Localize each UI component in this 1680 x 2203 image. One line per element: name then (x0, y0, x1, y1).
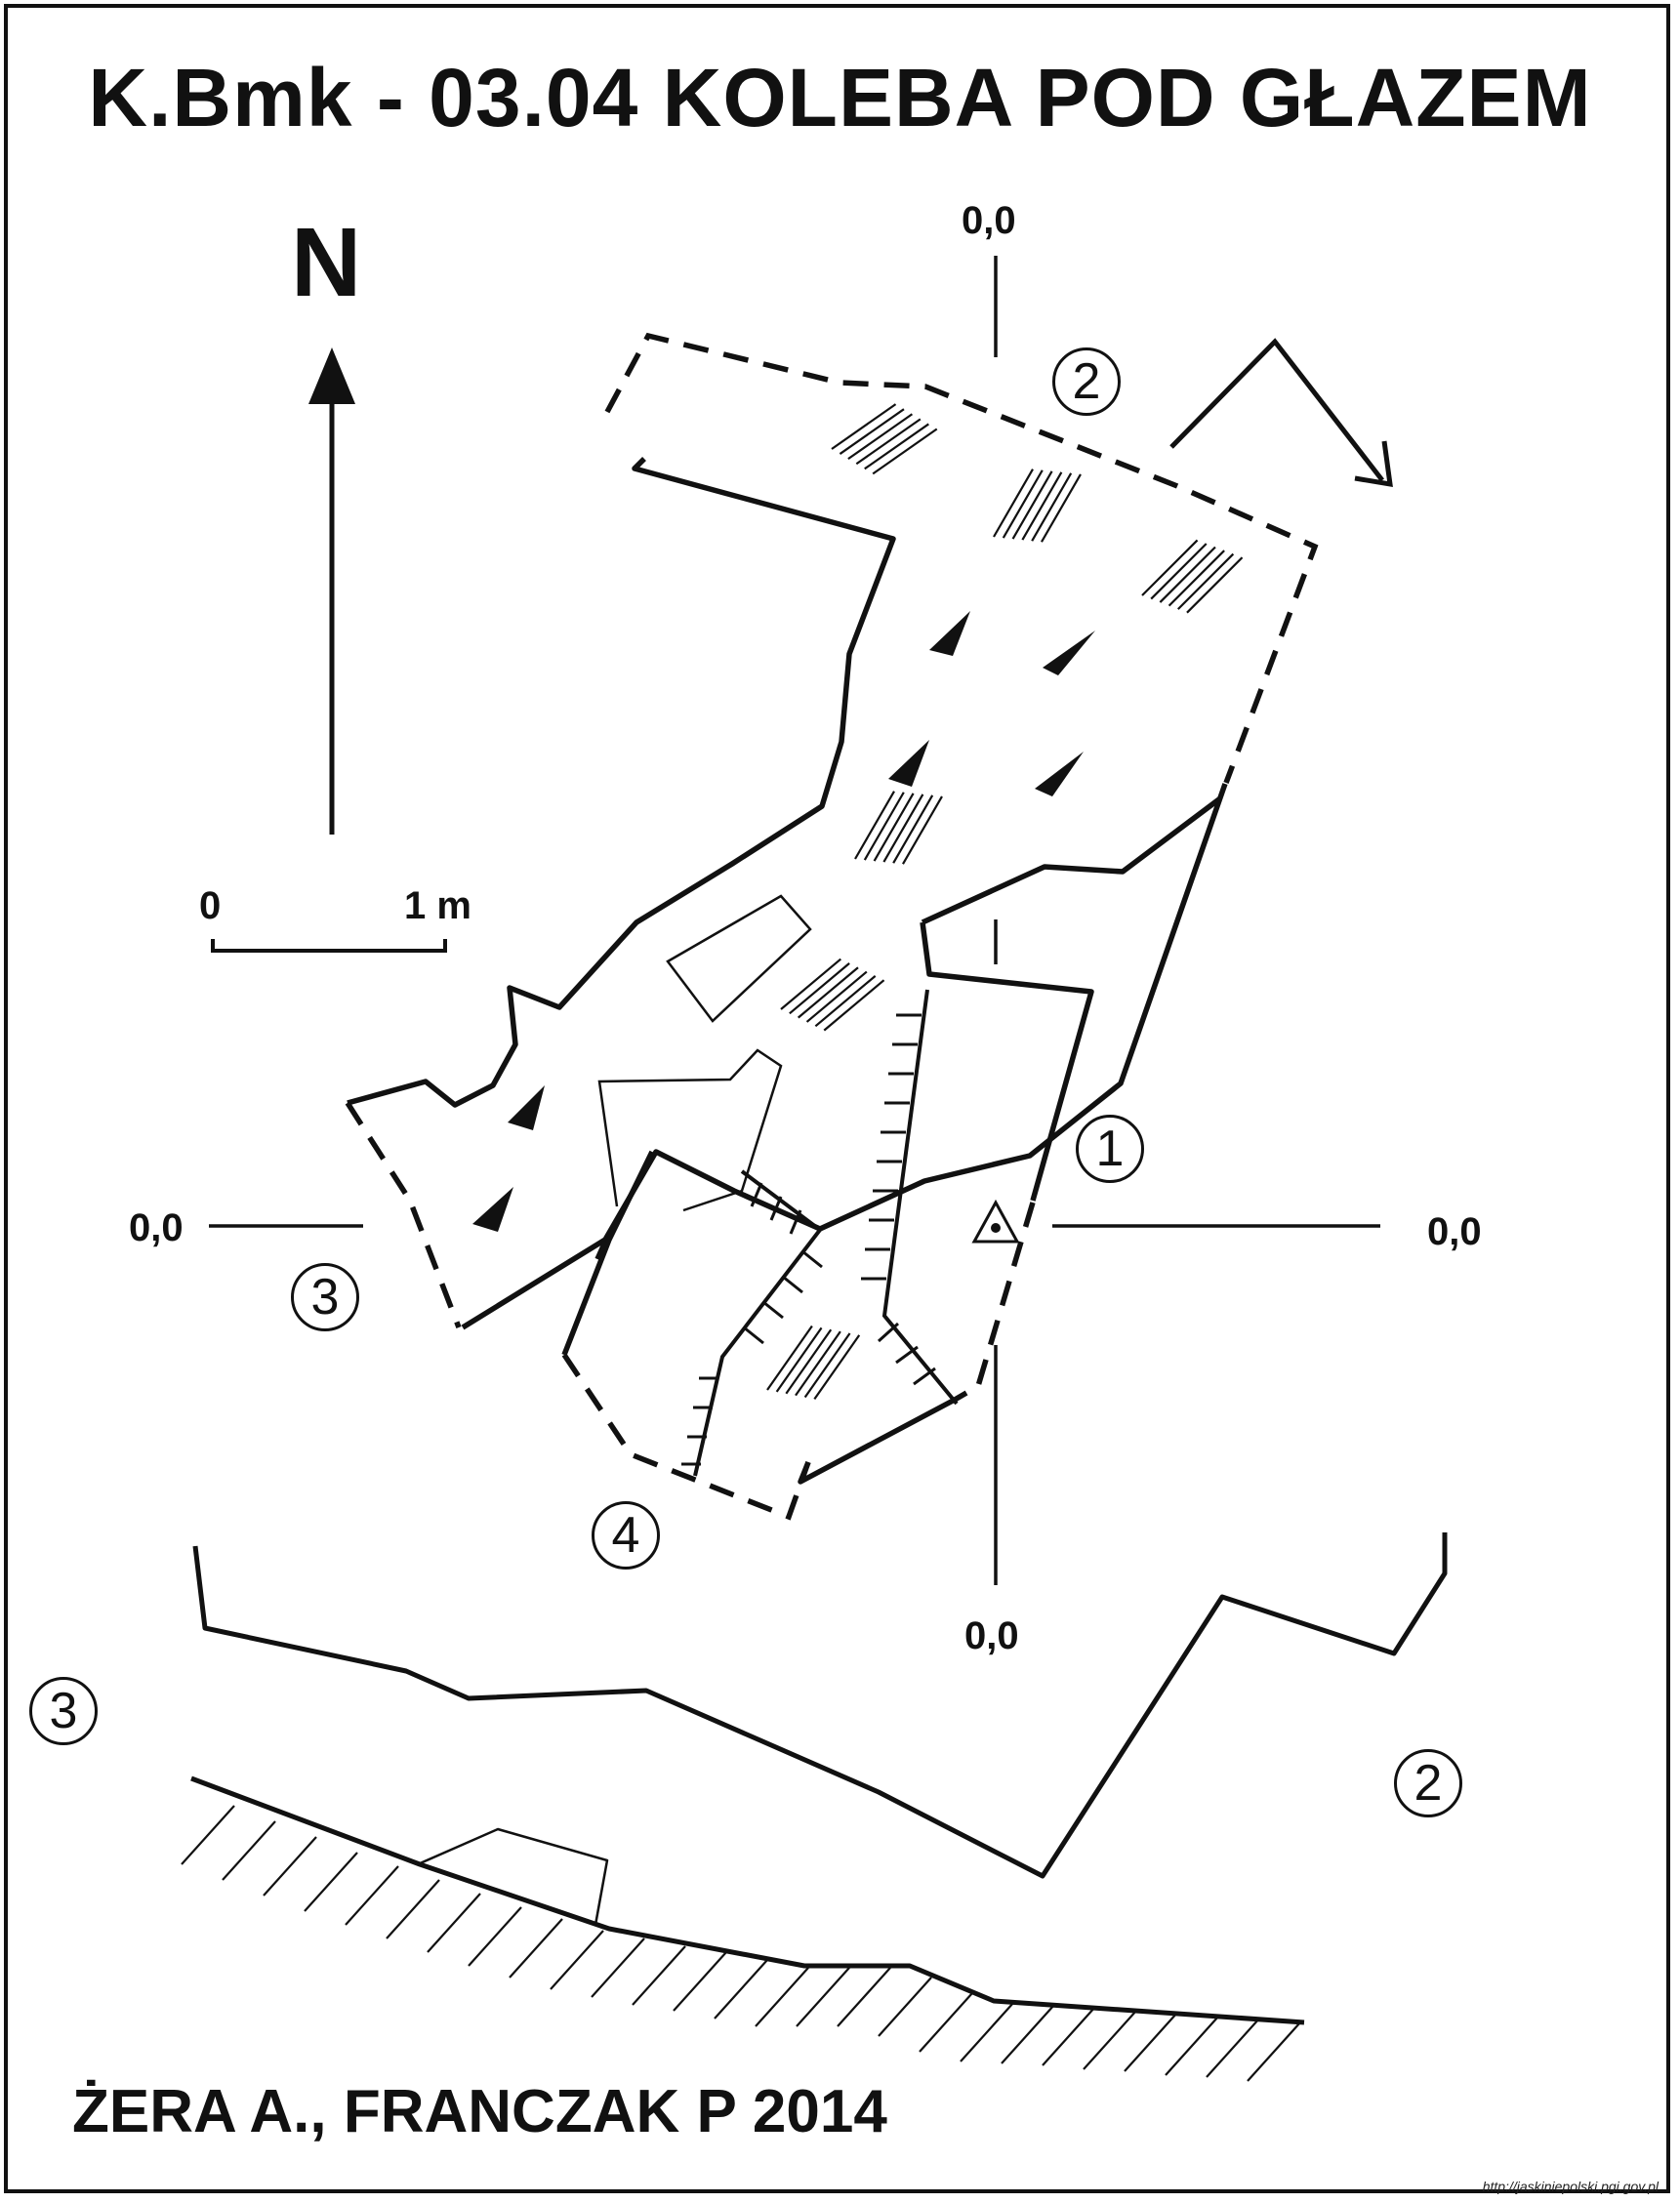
section-marker-4: 4 (592, 1501, 660, 1570)
station-triangle-icon (971, 1199, 1020, 1244)
section-label-bottom: 0,0 (964, 1614, 1019, 1657)
section-label-left: 0,0 (129, 1206, 184, 1249)
source-url: http://jaskiniepolski.pgi.gov.pl (1482, 2179, 1659, 2194)
profile-section (190, 1532, 1448, 2025)
map-title: K.Bmk - 03.04 KOLEBA POD GŁAZEM (88, 52, 1592, 143)
section-2-arrow (1169, 338, 1393, 488)
map-frame (4, 4, 1670, 2193)
section-label-right: 0,0 (1427, 1210, 1482, 1253)
debris-triangles (472, 611, 1095, 1232)
scale-length-label: 1 m (404, 884, 471, 927)
profile-marker-3: 3 (29, 1677, 98, 1745)
section-lines (209, 256, 1380, 1585)
north-label: N (291, 208, 362, 317)
authors-line: ŻERA A., FRANCZAK P 2014 (72, 2078, 887, 2145)
section-marker-2: 2 (1052, 347, 1121, 416)
profile-marker-2: 2 (1394, 1749, 1462, 1817)
slope-hachures (681, 989, 959, 1477)
scale-bar (211, 939, 447, 953)
section-label-top: 0,0 (962, 199, 1016, 242)
cave-walls (347, 457, 1228, 1485)
ground-hatching (181, 1805, 1301, 2082)
cave-walls-dashed (345, 332, 1319, 1521)
scale-zero-label: 0 (199, 884, 222, 927)
north-arrow (308, 347, 355, 835)
rubble-hatch (766, 403, 1244, 1401)
section-marker-3: 3 (291, 1263, 359, 1331)
section-marker-1: 1 (1076, 1115, 1144, 1183)
boulder-outlines (597, 894, 812, 1212)
